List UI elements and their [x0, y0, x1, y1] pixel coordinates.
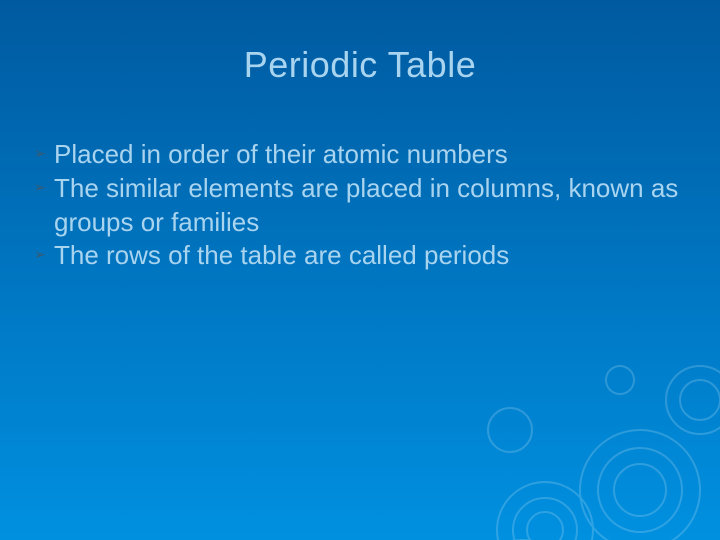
bullet-item: ➢ The similar elements are placed in col… [34, 172, 680, 240]
bullet-text: The rows of the table are called periods [54, 239, 680, 273]
caret-bullet-icon: ➢ [34, 144, 54, 162]
bullet-text: The similar elements are placed in colum… [54, 172, 680, 240]
bullet-text: Placed in order of their atomic numbers [54, 138, 680, 172]
slide-body: ➢ Placed in order of their atomic number… [34, 138, 680, 273]
bullet-item: ➢ Placed in order of their atomic number… [34, 138, 680, 172]
bullet-item: ➢ The rows of the table are called perio… [34, 239, 680, 273]
caret-bullet-icon: ➢ [34, 178, 54, 196]
slide-title: Periodic Table [0, 44, 720, 86]
caret-bullet-icon: ➢ [34, 245, 54, 263]
decorative-swirls [400, 280, 720, 540]
slide: Periodic Table ➢ Placed in order of thei… [0, 0, 720, 540]
